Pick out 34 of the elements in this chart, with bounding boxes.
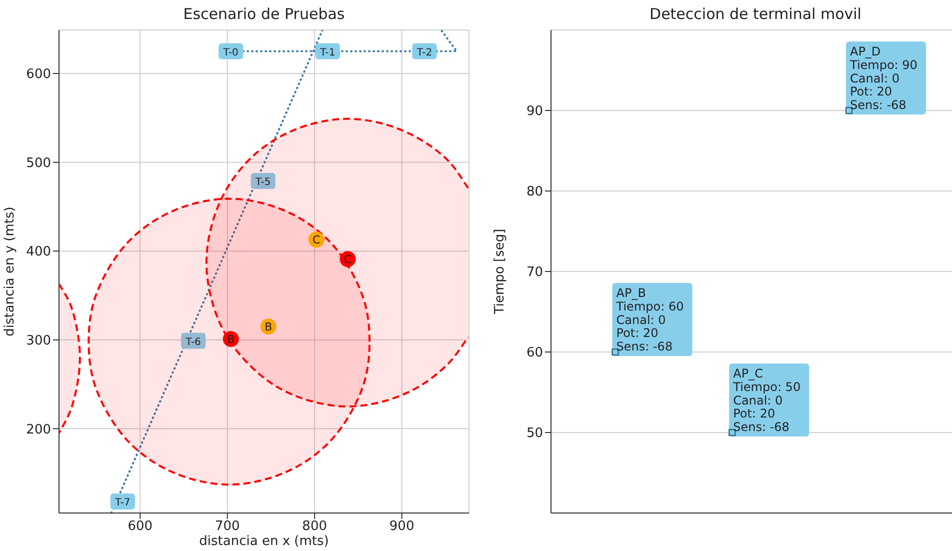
y-tick-label: 400 — [26, 244, 51, 260]
chart-title: Escenario de Pruebas — [182, 5, 346, 23]
x-tick-label: 600 — [128, 519, 153, 534]
annotation: T-1 — [319, 47, 336, 58]
x-tick-label: 700 — [214, 519, 240, 534]
data-label: B — [264, 320, 272, 334]
y-axis-title: Tiempo [seg] — [492, 228, 508, 316]
point — [612, 348, 619, 356]
y-tick-label: 500 — [26, 156, 51, 171]
y-tick-label: 50 — [526, 426, 543, 442]
x-tick-label: 900 — [389, 519, 414, 534]
y-tick-label: 60 — [526, 346, 543, 361]
x-tick-label: 800 — [302, 519, 328, 534]
data-label: B — [227, 332, 235, 346]
annotation: T-6 — [184, 336, 201, 348]
y-tick-label: 200 — [26, 422, 51, 438]
data-label: C — [312, 233, 320, 246]
y-tick-label: 90 — [526, 104, 543, 120]
chart-title: Deteccion de terminal movil — [648, 5, 862, 23]
point — [728, 428, 736, 436]
y-axis-title: distancia en y (mts) — [2, 206, 18, 336]
y-tick-label: 600 — [26, 67, 51, 82]
data-label: AP_D Tiempo: 90 Canal: 0 Pot: 20 Sens: -68 — [848, 44, 918, 112]
annotation: T-2 — [416, 47, 432, 58]
data-label: AP_C Tiempo: 50 Canal: 0 Pot: 20 Sens: -68 — [732, 366, 801, 434]
data-label: AP_B Tiempo: 60 Canal: 0 Pot: 20 Sens: -68 — [615, 286, 684, 354]
y-tick-label: 70 — [526, 265, 543, 280]
data-label: C — [344, 252, 352, 266]
annotation: T-5 — [254, 176, 271, 188]
annotation: T-0 — [222, 47, 238, 58]
x-axis-title: distancia en x (mts) — [199, 534, 329, 549]
y-tick-label: 300 — [26, 333, 51, 348]
annotation: T-7 — [114, 497, 130, 508]
y-tick-label: 80 — [526, 184, 543, 200]
